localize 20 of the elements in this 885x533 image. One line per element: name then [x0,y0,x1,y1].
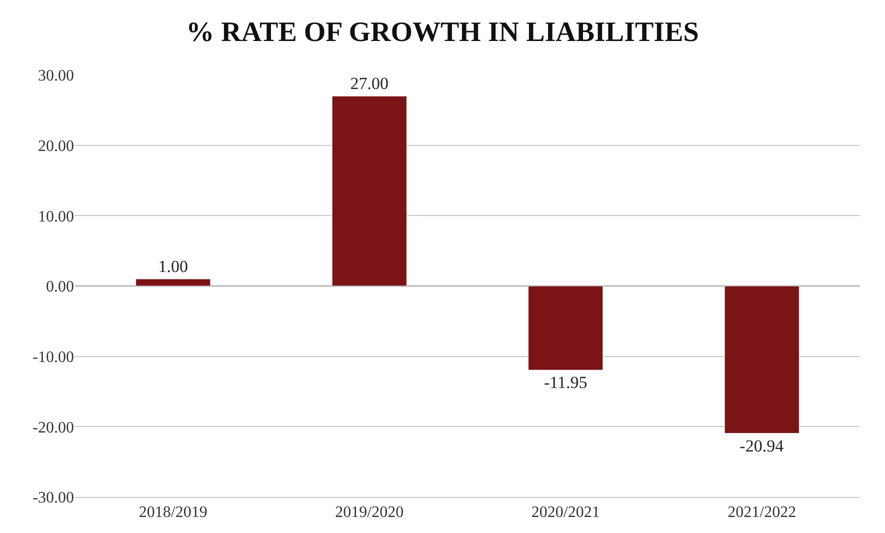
bar [528,286,604,370]
x-tick-label: 2018/2019 [138,504,208,522]
y-tick-label: 0.00 [46,278,74,296]
y-tick-label: -10.00 [32,348,74,366]
x-tick-label: 2020/2021 [531,504,600,522]
x-tick-label: 2019/2020 [335,504,404,522]
bar [332,96,407,286]
y-tick-label: -20.00 [32,419,74,436]
y-tick-label: -30.00 [32,490,74,507]
data-label: 27.00 [350,74,388,94]
y-tick-label: 20.00 [38,138,74,155]
data-label: 1.00 [158,256,188,276]
data-label: -11.95 [544,373,588,392]
bar [724,286,800,434]
y-tick-label: 10.00 [38,208,74,226]
chart-title: % RATE OF GROWTH IN LIABILITIES [186,16,699,48]
y-tick-label: 30.00 [38,68,74,85]
data-label: -20.94 [740,436,784,456]
x-tick-label: 2021/2022 [728,504,796,522]
bar [136,278,211,286]
